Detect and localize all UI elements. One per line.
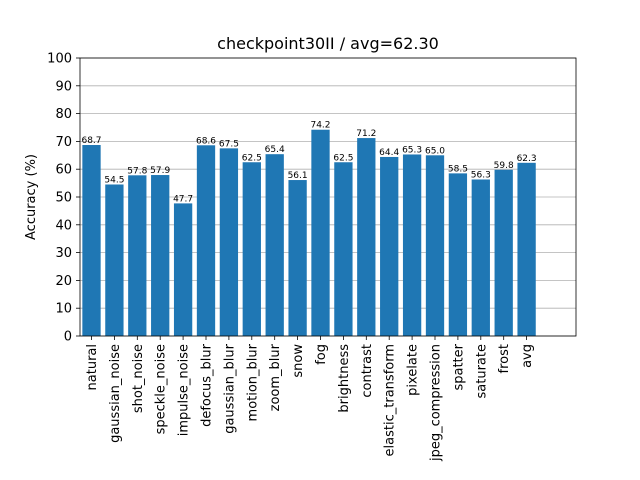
x-tick-label: elastic_transform (383, 344, 398, 456)
x-tick-label: spatter (451, 343, 466, 390)
bar-value-label: 62.5 (242, 153, 262, 163)
y-tick-label: 80 (55, 107, 72, 122)
bar-value-label: 57.8 (127, 166, 147, 176)
x-tick-label: gaussian_noise (108, 344, 123, 443)
bar (105, 184, 124, 336)
y-tick-label: 0 (64, 330, 72, 345)
chart-title: checkpoint30II / avg=62.30 (217, 34, 439, 53)
x-tick-label: zoom_blur (268, 343, 283, 411)
bar (311, 129, 330, 336)
bar-value-label: 56.1 (288, 171, 308, 181)
y-axis-ticks: 0 10 20 30 40 50 60 70 80 90 100 (47, 52, 80, 345)
x-tick-label: saturate (474, 344, 489, 398)
x-tick-label: shot_noise (131, 344, 146, 413)
bars (82, 129, 536, 336)
bar-value-label: 62.3 (517, 154, 537, 164)
bar (288, 180, 307, 336)
bar (265, 154, 284, 336)
bar-value-label: 68.7 (81, 136, 101, 146)
x-tick-label: natural (85, 344, 100, 390)
y-tick-label: 70 (55, 135, 72, 150)
bar-value-labels: 68.754.557.8 57.947.768.6 67.562.565.456.1… (81, 121, 536, 205)
y-tick-label: 90 (55, 79, 72, 94)
x-tick-label: pixelate (406, 344, 421, 396)
x-tick-label: frost (497, 344, 512, 373)
bar-value-label: 74.2 (310, 121, 330, 131)
bar-value-label: 65.3 (402, 145, 422, 155)
bar (219, 148, 239, 336)
bar-value-label: 54.5 (104, 175, 124, 185)
bar-value-label: 65.0 (425, 146, 445, 156)
bar (380, 156, 399, 336)
bar-value-label: 64.4 (379, 148, 399, 158)
x-tick-label: speckle_noise (154, 344, 169, 434)
bar-value-label: 59.8 (494, 161, 514, 171)
bar-value-label: 56.3 (471, 170, 491, 180)
bar (517, 162, 536, 336)
x-tick-label: contrast (360, 344, 375, 398)
y-tick-label: 60 (55, 163, 72, 178)
bar (151, 175, 170, 336)
x-axis-ticks: natural gaussian_noise shot_noise speckle_n… (85, 336, 535, 462)
x-tick-label: defocus_blur (200, 343, 215, 427)
bar (173, 203, 193, 336)
y-tick-label: 10 (55, 302, 72, 317)
y-tick-label: 20 (55, 274, 72, 289)
bar-value-label: 62.5 (333, 153, 353, 163)
x-tick-label: gaussian_blur (222, 343, 237, 433)
bar (357, 138, 376, 336)
bar-value-label: 67.5 (219, 139, 239, 149)
y-tick-label: 30 (55, 246, 72, 261)
x-tick-label: fog (314, 344, 329, 365)
bar-value-label: 65.4 (265, 145, 285, 155)
bar (128, 175, 147, 336)
bar (196, 145, 216, 336)
x-tick-label: impulse_noise (177, 344, 192, 436)
x-tick-label: brightness (337, 344, 352, 413)
bar-value-label: 47.7 (173, 194, 193, 204)
bar (494, 169, 513, 336)
bar (334, 162, 353, 336)
bar-value-label: 71.2 (356, 129, 376, 139)
x-tick-label: motion_blur (245, 343, 260, 421)
y-tick-label: 100 (47, 52, 72, 67)
y-tick-label: 40 (55, 218, 72, 233)
y-axis-label: Accuracy (%) (24, 154, 39, 240)
y-tick-label: 50 (55, 191, 72, 206)
bar-value-label: 68.6 (196, 136, 216, 146)
bar (242, 162, 261, 336)
x-tick-label: snow (291, 344, 306, 378)
x-tick-label: jpeg_compression (429, 344, 444, 462)
bar-value-label: 58.5 (448, 164, 468, 174)
bar (402, 154, 422, 336)
bar (425, 155, 445, 336)
x-tick-label: avg (520, 344, 535, 368)
bar-value-label: 57.9 (150, 166, 170, 176)
bar (448, 173, 468, 336)
bar (471, 179, 490, 336)
bar (82, 145, 101, 336)
